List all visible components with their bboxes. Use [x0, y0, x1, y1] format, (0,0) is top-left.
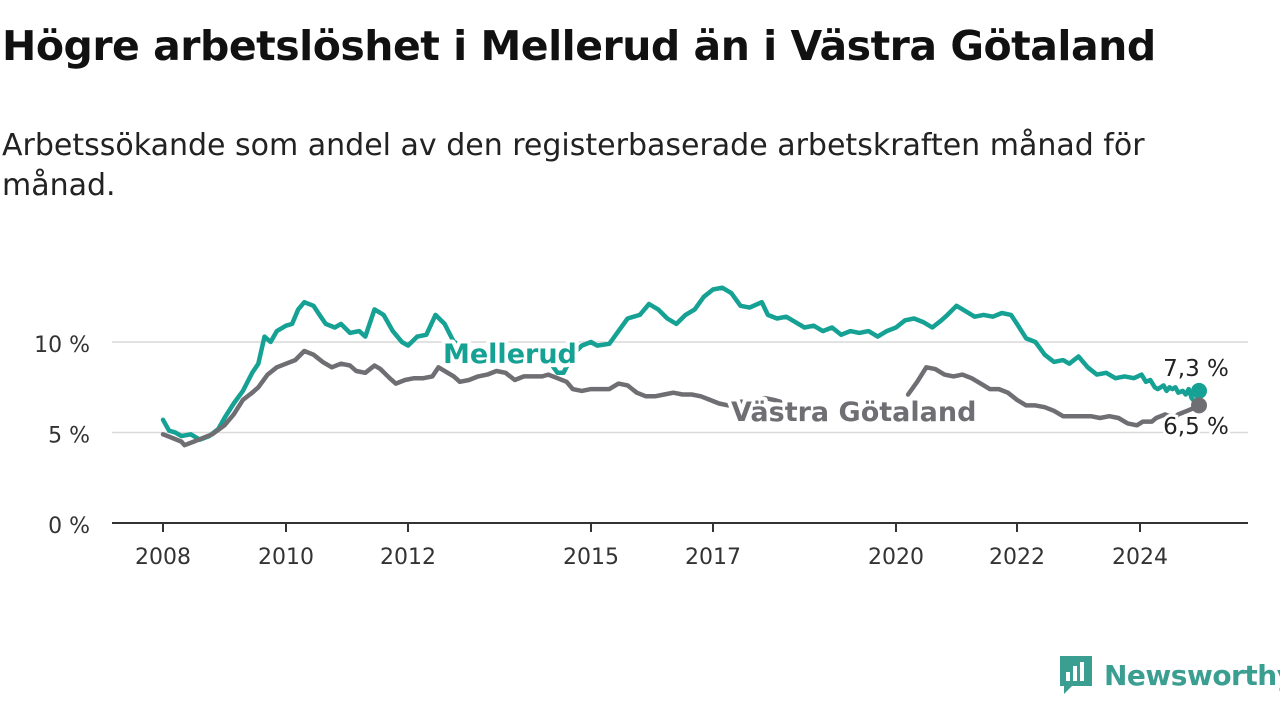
series-line-vastra-gotaland: [905, 365, 1202, 428]
x-tick-label: 2012: [380, 545, 436, 570]
x-tick-label: 2015: [563, 545, 619, 570]
chart-subtitle: Arbetssökande som andel av den registerb…: [2, 128, 1145, 203]
brand-name: Newsworthy: [1104, 658, 1280, 692]
x-tick-label: 2020: [868, 545, 924, 570]
series-lines: [160, 285, 1207, 448]
series-line-mellerud: [160, 285, 1202, 442]
x-tick-label: 2010: [258, 545, 314, 570]
newsworthy-logo: Newsworthy: [1058, 654, 1280, 696]
series-end-value-label: 6,5 %: [1163, 414, 1229, 440]
x-tick-label: 2017: [685, 545, 741, 570]
y-tick-label: 10 %: [34, 333, 90, 358]
y-tick-label: 0 %: [48, 514, 90, 539]
bar-chart-speech-bubble-icon: [1060, 656, 1092, 694]
series-name-label: Mellerud: [443, 339, 577, 370]
series-end-value-label: 7,3 %: [1163, 356, 1229, 382]
series-line-vastra-gotaland: [160, 348, 783, 448]
series-name-label: Västra Götaland: [731, 397, 976, 428]
series-end-dot: [1191, 382, 1207, 399]
x-tick-label: 2024: [1112, 545, 1168, 570]
series-labels: Mellerud Västra Götaland 7,3 % 6,5 %: [439, 335, 1232, 443]
y-tick-label: 5 %: [48, 424, 90, 449]
series-end-dot: [1191, 397, 1207, 414]
axes: 0 % 5 % 10 % 2008 2010 2012 2015 2017 2020 2022 20…: [34, 333, 1248, 570]
x-tick-label: 2022: [989, 545, 1045, 570]
chart-title: Högre arbetslöshet i Mellerud än i Västr…: [2, 22, 1156, 70]
gridlines: [112, 341, 1248, 434]
x-tick-label: 2008: [135, 545, 191, 570]
